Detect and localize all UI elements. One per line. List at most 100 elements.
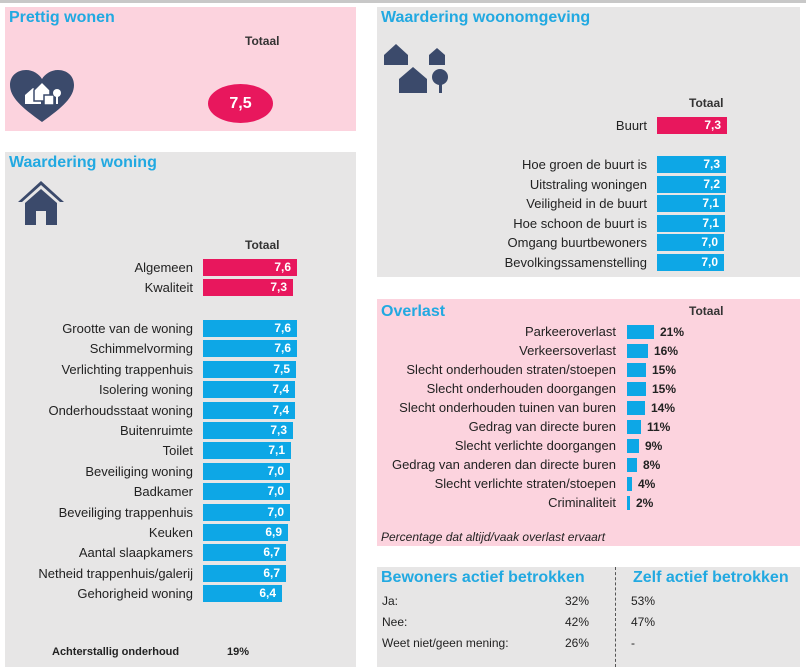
woning-item-bar: 7,0 [203,503,290,521]
omgeving-item-value: 7,1 [702,215,719,230]
woning-item-value: 7,6 [274,321,291,335]
woning-top-value: 7,3 [270,280,287,294]
omgeving-item-bar: 7,2 [657,175,726,193]
woning-item-bar: 7,3 [203,422,293,439]
omgeving-item-bar: 7,1 [657,195,725,213]
woning-item-value: 6,7 [263,565,280,580]
woning-top-bar: 7,6 [203,259,297,276]
omgeving-item-bar: 7,1 [657,214,725,232]
overlast-item-bar [627,477,632,491]
woning-item-bar: 7,6 [203,340,297,358]
overlast-item-label: Slecht onderhouden doorgangen [426,381,616,396]
overlast-item-bar [627,325,654,339]
betrokken-row-v2: 47% [631,615,656,629]
omgeving-item-label: Uitstraling woningen [529,176,647,192]
overlast-item-label: Slecht onderhouden tuinen van buren [399,400,616,415]
overlast-item-bar [627,401,645,415]
woning-item-label: Gehorigheid woning [77,586,193,602]
top-divider [0,0,806,3]
overlast-title: Overlast [381,303,446,320]
woning-item-bar: 6,4 [203,585,282,603]
prettig-wonen-panel: Prettig wonen Totaal 7,5 [5,7,356,131]
prettig-score-badge: 7,5 [208,84,273,123]
buurt-bar: 7,3 [657,117,727,134]
woning-item-bar: 6,9 [203,524,288,541]
woning-item-value: 7,6 [274,341,291,356]
woning-item-bar: 7,0 [203,483,290,501]
woning-item-value: 6,9 [265,525,282,539]
overlast-item-label: Criminaliteit [548,495,616,510]
overlast-item-label: Slecht verlichte doorgangen [454,438,616,453]
achterstallig-value: 19% [227,646,250,658]
woning-item-bar: 7,0 [203,462,290,480]
woning-item-label: Beveiliging woning [85,463,193,479]
woning-item-value: 6,7 [263,545,280,560]
overlast-item-bar [627,363,646,377]
betrokken-row-v2: 53% [631,594,656,608]
woning-item-label: Verlichting trappenhuis [61,361,193,377]
omgeving-total-label: Totaal [689,96,724,110]
woning-item-value: 7,5 [273,361,290,376]
zelf-betrokken-title: Zelf actief betrokken [633,569,789,586]
buurt-label: Buurt [615,118,647,133]
overlast-item-label: Verkeersoverlast [519,343,616,358]
overlast-item-value: 11% [647,420,671,434]
betrokken-row-v2: - [631,636,635,650]
betrokken-row-label: Nee: [382,615,408,629]
omgeving-item-label: Hoe schoon de buurt is [513,215,647,231]
betrokken-row-v1: 26% [565,636,590,650]
overlast-item-value: 15% [652,363,677,377]
omgeving-item-value: 7,2 [703,176,720,191]
woning-item-bar: 6,7 [203,564,286,582]
omgeving-item-value: 7,0 [701,255,718,269]
overlast-item-label: Slecht onderhouden straten/stoepen [406,362,616,377]
overlast-item-label: Slecht verlichte straten/stoepen [434,476,616,491]
woning-item-label: Onderhoudsstaat woning [48,402,193,418]
woning-item-label: Badkamer [133,484,193,500]
omgeving-item-label: Bevolkingssamenstelling [504,255,647,270]
buurt-value: 7,3 [704,118,721,132]
overlast-item-value: 15% [652,382,677,396]
woning-item-value: 6,4 [259,586,276,601]
prettig-wonen-title: Prettig wonen [9,9,115,26]
woonomgeving-title: Waardering woonomgeving [381,9,591,26]
woning-top-value: 7,6 [274,260,291,274]
omgeving-item-label: Veiligheid in de buurt [526,196,647,212]
omgeving-item-value: 7,1 [702,196,719,211]
overlast-item-bar [627,496,630,510]
woning-item-bar: 7,5 [203,360,296,378]
omgeving-item-value: 7,0 [701,235,718,250]
woning-item-label: Grootte van de woning [62,321,193,336]
woning-item-value: 7,0 [267,484,284,499]
overlast-item-bar [627,458,637,472]
woning-item-label: Keuken [148,525,193,540]
woning-item-label: Beveiliging trappenhuis [58,504,193,520]
woning-top-label: Algemeen [134,260,193,275]
woning-item-value: 7,4 [272,382,289,397]
omgeving-item-bar: 7,0 [657,254,724,271]
betrokken-row-label: Ja: [382,594,399,608]
overlast-total-label: Totaal [689,304,724,318]
overlast-item-bar [627,344,648,358]
woning-item-bar: 7,4 [203,401,295,419]
woning-item-label: Buitenruimte [120,423,193,438]
overlast-item-value: 21% [660,325,685,339]
overlast-item-value: 9% [645,439,663,453]
woning-top-label: Kwaliteit [144,280,193,295]
woning-item-bar: 6,7 [203,544,286,562]
house-icon [18,181,64,225]
heart-houses-icon [10,70,74,122]
overlast-item-bar [627,420,641,434]
overlast-item-value: 14% [651,401,676,415]
overlast-item-label: Gedrag van anderen dan directe buren [391,457,616,472]
omgeving-item-label: Hoe groen de buurt is [521,157,647,172]
bewoners-betrokken-title: Bewoners actief betrokken [381,569,585,586]
achterstallig-label: Achterstallig onderhoud [52,646,180,658]
omgeving-item-bar: 7,3 [657,156,726,173]
betrokken-row-v1: 42% [565,615,590,629]
overlast-item-bar [627,382,646,396]
prettig-score-value: 7,5 [229,95,252,112]
omgeving-item-bar: 7,0 [657,234,724,252]
waardering-woning-panel: Waardering woning Totaal Algemeen 7,6 Kwal… [5,152,356,667]
neighbourhood-icon [384,44,448,93]
